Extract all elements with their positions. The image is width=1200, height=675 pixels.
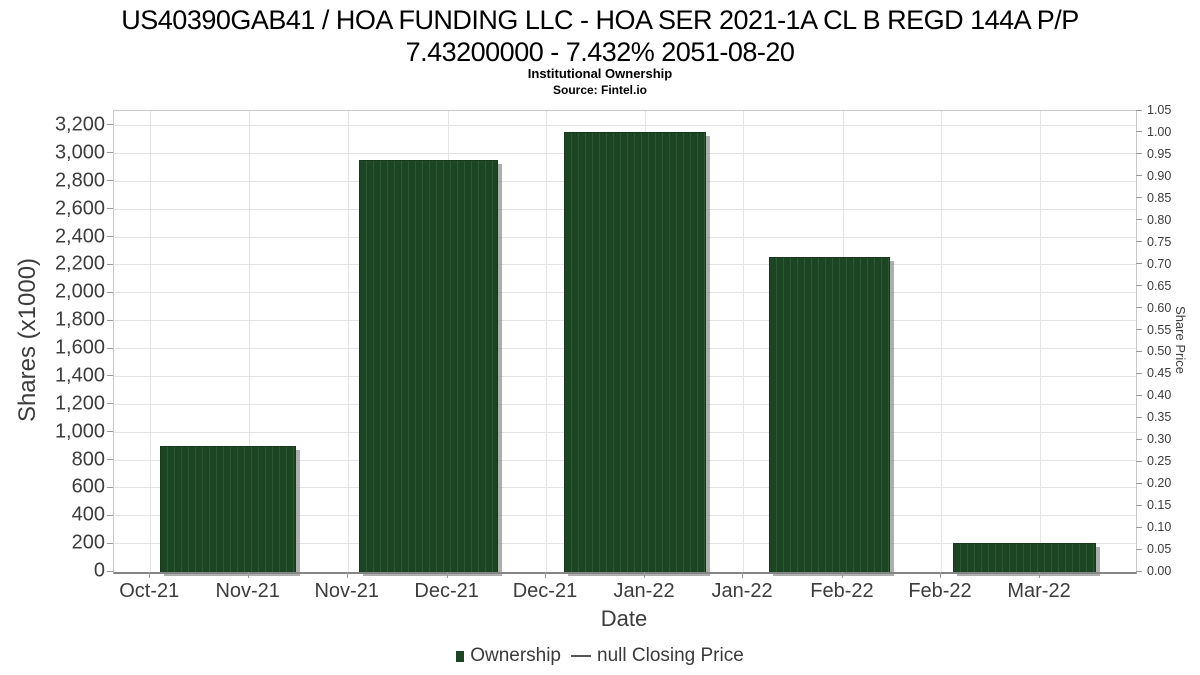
left-tick-label: 1,400	[54, 364, 105, 387]
legend-item-closing-price[interactable]: null Closing Price	[571, 645, 744, 667]
left-tick-label: 2,600	[54, 197, 105, 220]
right-tick-label: 0.70	[1147, 256, 1172, 271]
right-tick-label: 0.45	[1147, 366, 1172, 381]
right-axis-tick-labels: 0.00 0.05 0.10 0.15 0.20 0.25 0.30 0.35 0.40 0.45…	[1147, 103, 1197, 578]
left-tick-label: 0	[93, 559, 105, 582]
gridline-vertical	[1040, 111, 1042, 572]
right-tick-label: 0.80	[1147, 212, 1172, 227]
gridline-vertical	[150, 111, 152, 572]
legend-closing-price-label: null Closing Price	[597, 645, 744, 666]
right-tick-label: 0.20	[1147, 476, 1172, 491]
right-tick-label: 0.40	[1147, 388, 1172, 403]
x-tick-label: Jan-22	[711, 580, 773, 602]
right-tick-label: 0.90	[1147, 168, 1172, 183]
chart-subtitle: Institutional Ownership	[527, 66, 673, 81]
right-tick-label: 0.00	[1147, 564, 1172, 578]
right-tick-label: 0.35	[1147, 410, 1172, 425]
ownership-bar[interactable]	[563, 131, 706, 572]
left-tick-label: 800	[71, 448, 105, 470]
right-tick-label: 0.65	[1147, 278, 1172, 293]
right-tick-label: 1.05	[1147, 103, 1172, 117]
right-tick-label: 0.25	[1147, 454, 1172, 469]
right-tick-label: 0.15	[1147, 498, 1172, 513]
right-tick-label: 0.10	[1147, 520, 1172, 535]
left-tick-label: 3,000	[54, 141, 105, 164]
right-tick-label: 0.95	[1147, 146, 1172, 161]
right-tick-label: 0.85	[1147, 190, 1172, 205]
ownership-swatch-icon	[456, 650, 465, 662]
left-tick-label: 3,200	[54, 113, 105, 136]
left-tick-label: 1,000	[54, 420, 105, 443]
chart-title-line1: US40390GAB41 / HOA FUNDING LLC - HOA SER…	[121, 5, 1079, 35]
right-tick-label: 0.75	[1147, 234, 1172, 249]
left-tick-label: 600	[71, 475, 105, 498]
ownership-bar[interactable]	[769, 257, 890, 572]
right-tick-label: 0.30	[1147, 432, 1172, 447]
x-tick-label: Mar-22	[1007, 580, 1071, 602]
closing-price-line-swatch-icon	[571, 655, 592, 657]
x-tick-label: Dec-21	[512, 580, 578, 602]
x-axis-title: Date	[600, 606, 648, 631]
right-tick-label: 0.60	[1147, 300, 1172, 315]
gridline-vertical	[248, 111, 250, 572]
gridline-vertical	[743, 111, 745, 572]
x-tick-label: Nov-21	[314, 580, 379, 602]
gridline-vertical	[347, 111, 349, 572]
x-axis-tick-labels: Oct-21 Nov-21 Nov-21 Dec-21 Dec-21 Jan-22 Jan-…	[113, 580, 1135, 606]
chart-title-line2: 7.43200000 - 7.432% 2051-08-20	[405, 37, 795, 67]
right-tick-label: 0.05	[1147, 542, 1172, 557]
left-tick-label: 1,600	[54, 336, 105, 359]
chart-source: Source: Fintel.io	[552, 83, 647, 97]
right-tick-label: 1.00	[1147, 124, 1172, 139]
left-tick-label: 2,200	[54, 252, 105, 275]
right-tick-label: 0.55	[1147, 322, 1172, 337]
legend-ownership-label: Ownership	[470, 645, 562, 666]
x-tick-label: Feb-22	[810, 580, 874, 602]
left-tick-label: 1,200	[54, 392, 105, 415]
x-tick-label: Oct-21	[119, 580, 180, 602]
right-tick-label: 0.50	[1147, 344, 1172, 359]
x-tick-label: Nov-21	[215, 580, 280, 602]
ownership-bar[interactable]	[952, 543, 1097, 572]
left-tick-label: 200	[71, 531, 105, 554]
legend-item-ownership[interactable]: Ownership	[456, 645, 561, 667]
left-tick-label: 2,400	[54, 225, 105, 247]
left-tick-label: 2,000	[54, 280, 105, 303]
gridline-horizontal	[114, 124, 1136, 126]
left-tick-label: 2,800	[54, 169, 105, 192]
gridline-vertical	[545, 111, 547, 572]
plot-area	[113, 110, 1137, 574]
ownership-bar[interactable]	[160, 445, 296, 572]
x-tick-label: Feb-22	[908, 580, 972, 602]
gridline-vertical	[941, 111, 942, 572]
legend: Ownership null Closing Price	[0, 645, 1200, 667]
left-axis-tick-labels: 0 200 400 600 800 1,000 1,200 1,400 1,600 1,800 2,…	[0, 110, 105, 581]
ownership-bar[interactable]	[359, 159, 499, 572]
left-tick-label: 1,800	[54, 308, 105, 331]
x-tick-label: Dec-21	[414, 580, 479, 602]
left-tick-label: 400	[71, 503, 105, 526]
x-tick-label: Jan-22	[613, 580, 675, 602]
